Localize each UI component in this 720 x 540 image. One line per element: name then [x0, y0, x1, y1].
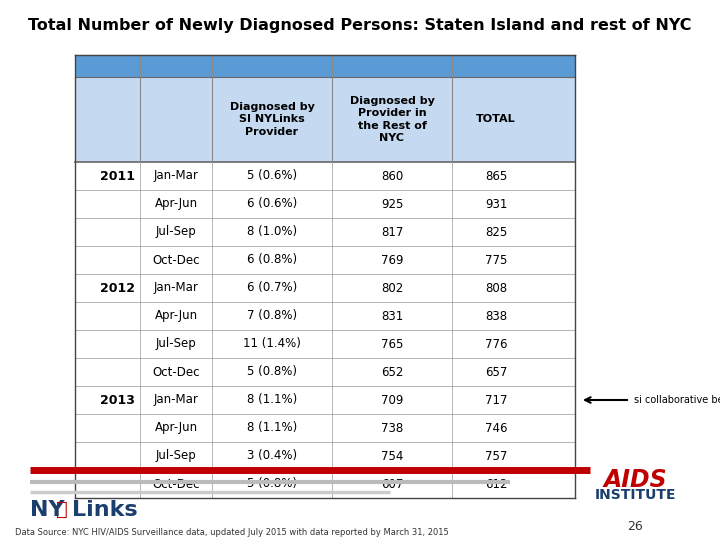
- Bar: [75, 55, 575, 77]
- Text: 652: 652: [381, 366, 403, 379]
- Text: 5 (0.8%): 5 (0.8%): [247, 477, 297, 490]
- Text: 931: 931: [485, 198, 507, 211]
- Text: Data Source: NYC HIV/AIDS Surveillance data, updated July 2015 with data reporte: Data Source: NYC HIV/AIDS Surveillance d…: [15, 528, 449, 537]
- Bar: [75, 386, 575, 414]
- Text: 865: 865: [485, 170, 507, 183]
- Bar: [75, 414, 575, 442]
- Bar: [75, 442, 575, 470]
- Text: 775: 775: [485, 253, 507, 267]
- Text: 754: 754: [381, 449, 403, 462]
- Text: 925: 925: [381, 198, 403, 211]
- Bar: [75, 274, 575, 302]
- Text: INSTITUTE: INSTITUTE: [594, 488, 676, 502]
- Text: 817: 817: [381, 226, 403, 239]
- Text: Apr-Jun: Apr-Jun: [154, 309, 197, 322]
- Text: Total Number of Newly Diagnosed Persons: Staten Island and rest of NYC: Total Number of Newly Diagnosed Persons:…: [28, 18, 692, 33]
- Text: 757: 757: [485, 449, 507, 462]
- Bar: [75, 190, 575, 218]
- Text: 808: 808: [485, 281, 507, 294]
- Text: Jul-Sep: Jul-Sep: [156, 338, 197, 350]
- Text: 8 (1.0%): 8 (1.0%): [247, 226, 297, 239]
- Text: 5 (0.6%): 5 (0.6%): [247, 170, 297, 183]
- Text: 6 (0.8%): 6 (0.8%): [247, 253, 297, 267]
- Text: 802: 802: [381, 281, 403, 294]
- Bar: [75, 302, 575, 330]
- Text: 8 (1.1%): 8 (1.1%): [247, 394, 297, 407]
- Text: 3 (0.4%): 3 (0.4%): [247, 449, 297, 462]
- Text: 738: 738: [381, 422, 403, 435]
- Text: 5 (0.8%): 5 (0.8%): [247, 366, 297, 379]
- Text: 657: 657: [485, 366, 507, 379]
- Text: Links: Links: [72, 500, 138, 520]
- Bar: [75, 358, 575, 386]
- Text: Apr-Jun: Apr-Jun: [154, 422, 197, 435]
- Text: Oct-Dec: Oct-Dec: [152, 477, 199, 490]
- Text: 2011: 2011: [100, 170, 135, 183]
- Text: 831: 831: [381, 309, 403, 322]
- Text: Diagnosed by
Provider in
the Rest of
NYC: Diagnosed by Provider in the Rest of NYC: [350, 96, 434, 143]
- Text: ⛓: ⛓: [56, 500, 68, 519]
- Text: TOTAL: TOTAL: [476, 114, 516, 125]
- Bar: [75, 246, 575, 274]
- Text: 2012: 2012: [100, 281, 135, 294]
- Text: 26: 26: [627, 520, 643, 533]
- Bar: [75, 162, 575, 190]
- Text: 607: 607: [381, 477, 403, 490]
- Text: Apr-Jun: Apr-Jun: [154, 198, 197, 211]
- Text: Jan-Mar: Jan-Mar: [153, 281, 199, 294]
- Text: Oct-Dec: Oct-Dec: [152, 253, 199, 267]
- Text: 765: 765: [381, 338, 403, 350]
- Text: 612: 612: [485, 477, 508, 490]
- Text: 769: 769: [381, 253, 403, 267]
- Bar: [75, 330, 575, 358]
- Text: 8 (1.1%): 8 (1.1%): [247, 422, 297, 435]
- Text: 6 (0.6%): 6 (0.6%): [247, 198, 297, 211]
- Text: si collaborative begins: si collaborative begins: [634, 395, 720, 405]
- Text: AIDS: AIDS: [603, 468, 667, 492]
- Bar: [75, 470, 575, 498]
- Text: Oct-Dec: Oct-Dec: [152, 366, 199, 379]
- Text: Jul-Sep: Jul-Sep: [156, 226, 197, 239]
- Text: 825: 825: [485, 226, 507, 239]
- Text: 776: 776: [485, 338, 508, 350]
- Text: Jan-Mar: Jan-Mar: [153, 170, 199, 183]
- Bar: [75, 77, 575, 162]
- Text: 838: 838: [485, 309, 507, 322]
- Text: 746: 746: [485, 422, 508, 435]
- Text: Diagnosed by
SI NYLinks
Provider: Diagnosed by SI NYLinks Provider: [230, 102, 315, 137]
- Text: 7 (0.8%): 7 (0.8%): [247, 309, 297, 322]
- Text: 860: 860: [381, 170, 403, 183]
- Text: 709: 709: [381, 394, 403, 407]
- Text: 2013: 2013: [100, 394, 135, 407]
- Text: Jan-Mar: Jan-Mar: [153, 394, 199, 407]
- Bar: [75, 218, 575, 246]
- Text: Jul-Sep: Jul-Sep: [156, 449, 197, 462]
- Text: NY: NY: [30, 500, 65, 520]
- Text: 717: 717: [485, 394, 508, 407]
- Text: 6 (0.7%): 6 (0.7%): [247, 281, 297, 294]
- Text: 11 (1.4%): 11 (1.4%): [243, 338, 301, 350]
